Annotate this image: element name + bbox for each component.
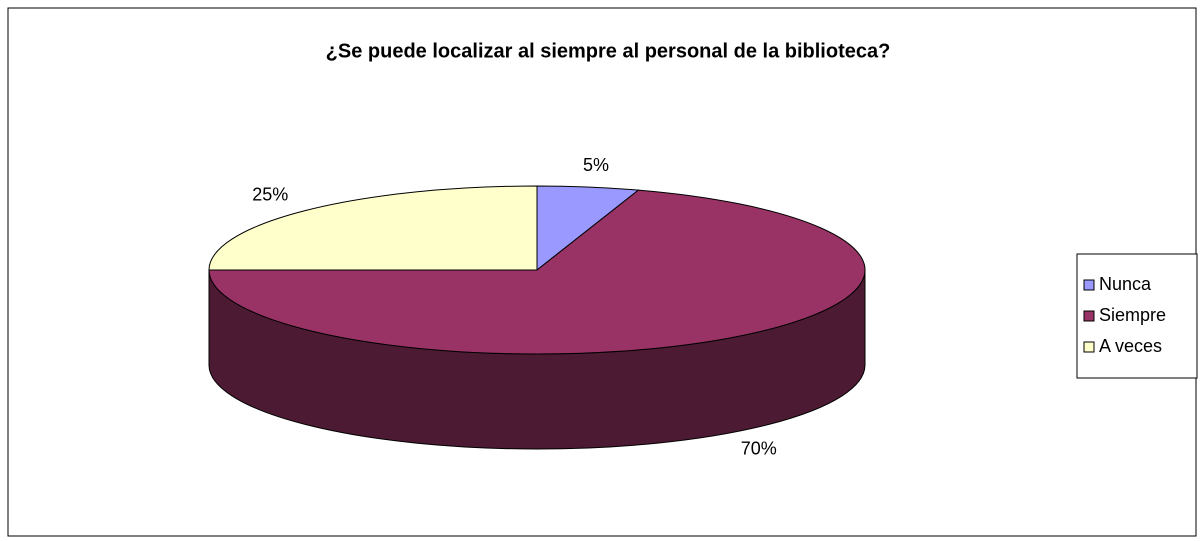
data-label: 25%	[252, 185, 288, 205]
legend-swatch	[1083, 279, 1095, 291]
legend-label: Nunca	[1099, 274, 1152, 294]
pie-slice	[208, 189, 866, 355]
legend-label: Siempre	[1099, 305, 1166, 325]
chart-title: ¿Se puede localizar al siempre al person…	[326, 40, 891, 62]
data-label: 70%	[741, 439, 777, 459]
legend-label: A veces	[1099, 336, 1162, 356]
pie-slice	[208, 185, 538, 271]
legend-box	[1076, 253, 1198, 379]
data-label: 5%	[583, 155, 609, 175]
legend-swatch	[1083, 310, 1095, 322]
legend-swatch	[1083, 341, 1095, 353]
